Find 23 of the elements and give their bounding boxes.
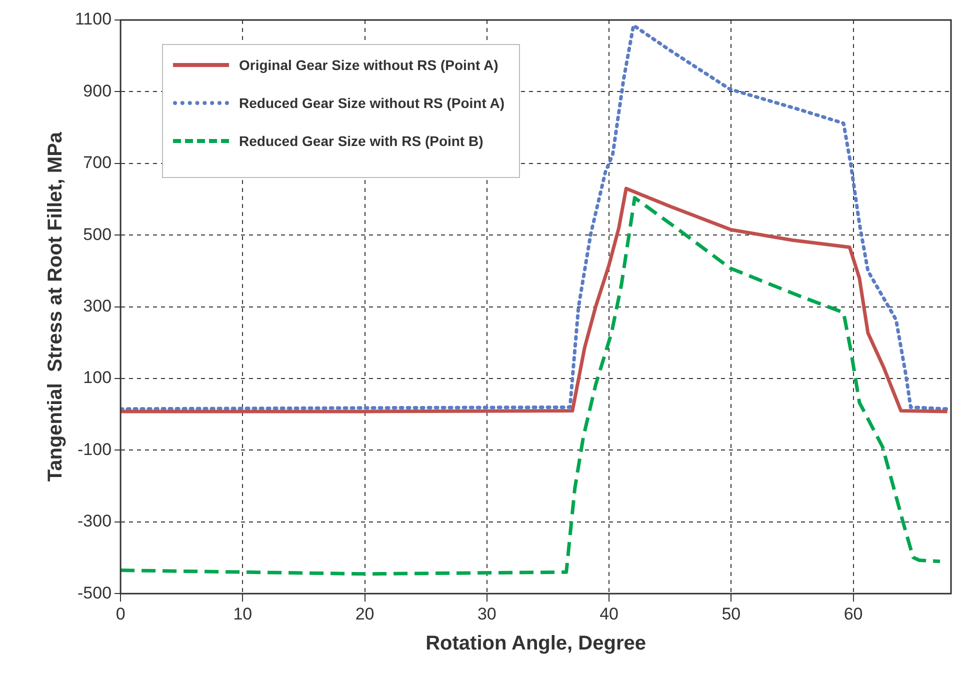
x-tick-label: 10 <box>233 604 252 624</box>
y-tick-label: -100 <box>78 440 112 459</box>
legend-label: Reduced Gear Size without RS (Point A) <box>239 95 505 111</box>
y-tick-label: 500 <box>83 224 112 244</box>
x-tick-label: 20 <box>355 604 374 624</box>
y-tick-label: 900 <box>83 81 112 100</box>
legend-label: Original Gear Size without RS (Point A) <box>239 57 498 73</box>
x-tick-label: 0 <box>116 604 126 624</box>
y-tick-label: -500 <box>78 583 112 602</box>
x-tick-label: 50 <box>722 604 741 624</box>
y-tick-label: -300 <box>78 512 112 531</box>
y-tick-label: 300 <box>83 296 112 316</box>
legend-label: Reduced Gear Size with RS (Point B) <box>239 133 484 149</box>
x-tick-label: 30 <box>477 604 496 624</box>
y-tick-label: 100 <box>83 368 112 388</box>
y-axis-title: Tangential Stress at Root Fillet, MPa <box>44 131 67 482</box>
x-tick-label: 40 <box>600 604 619 624</box>
y-tick-label: 1100 <box>74 10 112 29</box>
y-tick-label: 700 <box>83 153 112 172</box>
x-tick-label: 60 <box>844 604 863 624</box>
x-axis-title: Rotation Angle, Degree <box>426 632 646 655</box>
line-series <box>120 196 942 576</box>
line-series <box>120 24 950 411</box>
